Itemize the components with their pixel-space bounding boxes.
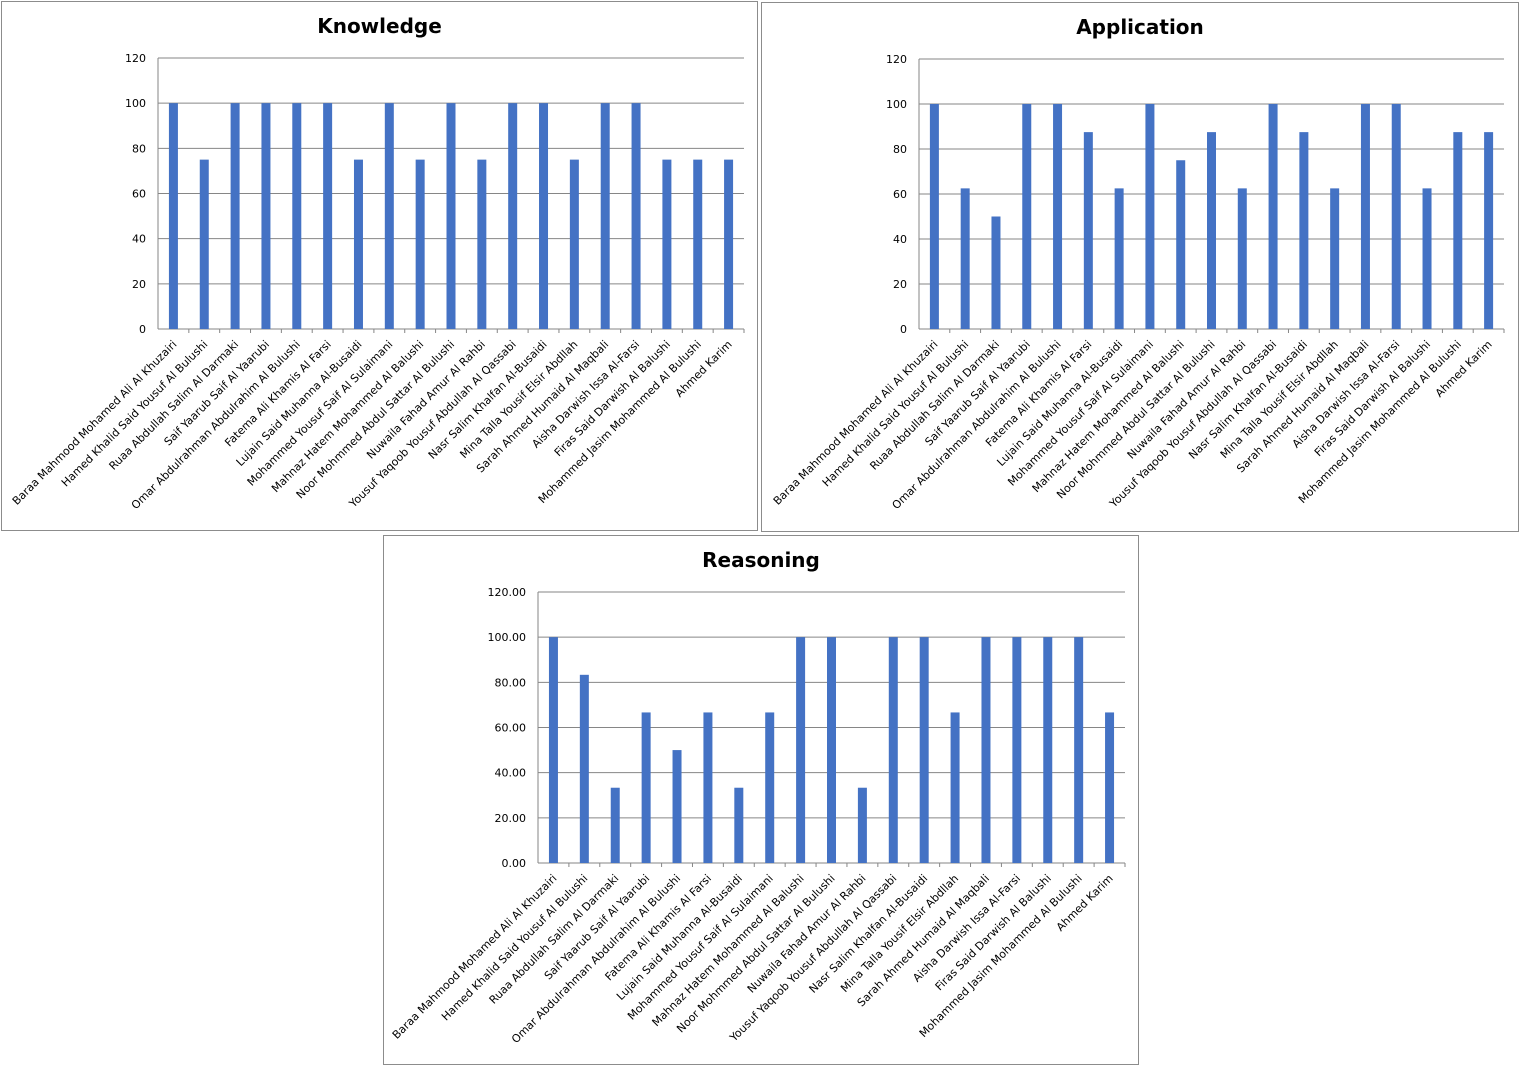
y-tick-label: 120.00 bbox=[488, 586, 527, 599]
bar bbox=[1176, 160, 1186, 329]
x-tick-label: Ruaa Abdullah Salim Al Darmaki bbox=[487, 872, 622, 1007]
knowledge-chart: Knowledge 0 20 40 60 80 100 120 Baraa Mahmood M… bbox=[1, 1, 758, 531]
bar bbox=[508, 103, 518, 330]
chart-title: Knowledge bbox=[317, 14, 442, 38]
bar bbox=[446, 103, 456, 330]
bar bbox=[991, 216, 1001, 329]
bar bbox=[548, 637, 558, 863]
bar bbox=[950, 712, 960, 863]
bar bbox=[1074, 637, 1084, 863]
y-tick-label: 120 bbox=[886, 53, 907, 66]
bar bbox=[1043, 637, 1053, 863]
bar bbox=[1299, 132, 1309, 329]
bar bbox=[1453, 132, 1463, 329]
bar bbox=[857, 787, 867, 863]
bar bbox=[415, 159, 425, 329]
bar bbox=[641, 712, 651, 863]
bar bbox=[353, 159, 363, 329]
bar bbox=[539, 103, 549, 330]
y-tick-label: 0 bbox=[900, 323, 907, 336]
bar bbox=[569, 159, 579, 329]
bar bbox=[919, 637, 929, 863]
bar bbox=[631, 103, 641, 330]
bar bbox=[199, 159, 209, 329]
bar bbox=[724, 159, 734, 329]
bar bbox=[477, 159, 487, 329]
bar bbox=[323, 103, 333, 330]
bar bbox=[960, 188, 970, 329]
reasoning-chart: Reasoning 0.00 20.00 40.00 60.00 80.00 100.00… bbox=[383, 535, 1139, 1065]
bar bbox=[734, 787, 744, 863]
bar bbox=[929, 104, 939, 329]
bar bbox=[1145, 104, 1155, 329]
bar bbox=[1053, 104, 1063, 329]
y-tick-label: 60 bbox=[893, 188, 907, 201]
y-tick-label: 60.00 bbox=[495, 722, 527, 735]
application-chart: Application 0 20 40 60 80 100 120 Baraa Mahmood… bbox=[761, 2, 1519, 532]
bar bbox=[1237, 188, 1247, 329]
y-tick-label: 80.00 bbox=[495, 676, 527, 689]
bar bbox=[168, 103, 178, 330]
bar bbox=[765, 712, 775, 863]
y-tick-label: 80 bbox=[132, 142, 146, 155]
bar bbox=[292, 103, 302, 330]
bar bbox=[1083, 132, 1093, 329]
y-tick-label: 100 bbox=[886, 98, 907, 111]
y-tick-label: 40.00 bbox=[495, 767, 527, 780]
bar bbox=[600, 103, 610, 330]
y-tick-label: 20.00 bbox=[495, 812, 527, 825]
bar bbox=[1022, 104, 1032, 329]
x-tick-label: Ahmed Karim bbox=[1054, 872, 1116, 934]
bar bbox=[888, 637, 898, 863]
bar bbox=[1391, 104, 1401, 329]
bar bbox=[693, 159, 703, 329]
reasoning-plot: 0.0020.0040.0060.0080.00100.00120.00Bara… bbox=[390, 586, 1126, 1046]
bar bbox=[384, 103, 394, 330]
bar bbox=[1114, 188, 1124, 329]
y-tick-label: 60 bbox=[132, 188, 146, 201]
bar bbox=[1105, 712, 1115, 863]
bar bbox=[662, 159, 672, 329]
bar bbox=[796, 637, 806, 863]
bar bbox=[579, 674, 589, 863]
bar bbox=[1422, 188, 1432, 329]
bar bbox=[261, 103, 271, 330]
y-tick-label: 100.00 bbox=[488, 631, 527, 644]
x-tick-label: Ruaa Abdullah Salim Al Darmaki bbox=[867, 338, 1002, 473]
y-tick-label: 40 bbox=[893, 233, 907, 246]
bar bbox=[1207, 132, 1216, 329]
y-tick-label: 0 bbox=[139, 323, 146, 336]
bar bbox=[1012, 637, 1022, 863]
chart-title: Reasoning bbox=[702, 548, 820, 572]
chart-title: Application bbox=[1076, 15, 1204, 39]
bar bbox=[1330, 188, 1340, 329]
bar bbox=[981, 637, 991, 863]
bar bbox=[703, 712, 713, 863]
y-tick-label: 80 bbox=[893, 143, 907, 156]
bar bbox=[610, 787, 620, 863]
bar bbox=[827, 637, 836, 863]
bar bbox=[672, 750, 682, 863]
bar bbox=[1268, 104, 1278, 329]
y-tick-label: 100 bbox=[125, 97, 146, 110]
y-tick-label: 20 bbox=[893, 278, 907, 291]
bar bbox=[1484, 132, 1494, 329]
bar bbox=[230, 103, 240, 330]
y-tick-label: 120 bbox=[125, 52, 146, 65]
y-tick-label: 40 bbox=[132, 233, 146, 246]
x-tick-label: Ruaa Abdullah Salim Al Darmaki bbox=[107, 338, 242, 473]
y-tick-label: 0.00 bbox=[502, 857, 527, 870]
y-tick-label: 20 bbox=[132, 278, 146, 291]
bar bbox=[1360, 104, 1370, 329]
